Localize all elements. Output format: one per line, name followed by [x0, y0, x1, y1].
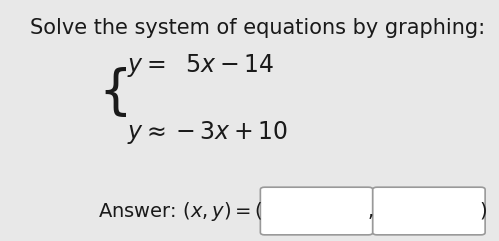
Text: ): ) — [479, 201, 487, 221]
Text: $y \approx -3x + 10$: $y \approx -3x + 10$ — [127, 119, 288, 146]
FancyBboxPatch shape — [373, 187, 485, 235]
FancyBboxPatch shape — [260, 187, 373, 235]
Text: ,: , — [368, 201, 374, 221]
Text: $y = \ \ 5x - 14$: $y = \ \ 5x - 14$ — [127, 52, 275, 79]
Text: $\{$: $\{$ — [98, 65, 127, 119]
Text: Solve the system of equations by graphing:: Solve the system of equations by graphin… — [30, 18, 485, 38]
Text: Answer: $(x, y) = ($: Answer: $(x, y) = ($ — [98, 200, 263, 222]
